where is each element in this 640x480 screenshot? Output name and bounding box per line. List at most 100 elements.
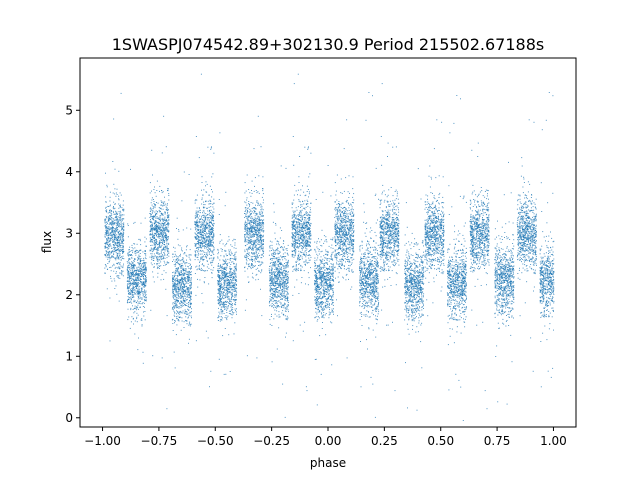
data-point bbox=[116, 247, 118, 249]
data-point bbox=[205, 237, 207, 239]
data-point bbox=[200, 232, 202, 234]
data-point bbox=[197, 236, 199, 238]
data-point bbox=[113, 220, 115, 222]
data-point bbox=[199, 218, 201, 220]
data-point bbox=[259, 243, 261, 245]
data-point bbox=[163, 230, 165, 232]
data-point bbox=[262, 248, 264, 250]
data-point bbox=[248, 234, 250, 236]
data-point bbox=[113, 270, 115, 272]
data-point bbox=[138, 257, 140, 259]
data-point bbox=[151, 241, 153, 243]
data-point bbox=[183, 279, 185, 281]
data-point bbox=[161, 252, 162, 254]
data-point bbox=[177, 267, 179, 269]
data-point bbox=[222, 302, 224, 303]
data-point bbox=[198, 268, 200, 270]
data-point bbox=[261, 247, 263, 249]
data-point bbox=[224, 283, 225, 285]
data-point bbox=[123, 210, 125, 212]
data-point bbox=[144, 257, 146, 259]
data-point bbox=[255, 225, 257, 227]
data-point bbox=[181, 281, 183, 283]
data-point bbox=[130, 293, 131, 295]
data-point bbox=[222, 335, 224, 337]
data-point bbox=[166, 245, 168, 247]
data-point bbox=[164, 201, 166, 203]
data-point bbox=[246, 260, 248, 262]
data-point bbox=[174, 265, 176, 267]
data-point bbox=[230, 283, 232, 285]
data-point bbox=[158, 259, 160, 261]
data-point bbox=[234, 242, 236, 244]
data-point bbox=[140, 244, 142, 246]
data-point bbox=[233, 289, 235, 291]
data-point bbox=[230, 264, 232, 265]
data-point bbox=[229, 269, 231, 271]
data-point bbox=[179, 265, 181, 267]
data-point bbox=[207, 236, 209, 238]
data-point bbox=[111, 237, 113, 239]
data-point bbox=[131, 267, 133, 268]
data-point bbox=[144, 217, 146, 219]
data-point bbox=[116, 275, 118, 277]
data-point bbox=[199, 209, 201, 211]
data-point bbox=[212, 211, 214, 213]
data-point bbox=[119, 240, 120, 242]
data-point bbox=[225, 284, 227, 286]
data-point bbox=[118, 242, 120, 244]
data-point bbox=[204, 252, 206, 254]
data-point bbox=[177, 319, 179, 320]
data-point bbox=[271, 274, 273, 275]
data-point bbox=[157, 249, 158, 251]
data-point bbox=[161, 259, 163, 260]
data-point bbox=[280, 255, 282, 257]
data-point bbox=[217, 275, 219, 277]
data-point bbox=[244, 231, 246, 232]
data-point bbox=[168, 215, 170, 217]
data-point bbox=[255, 251, 257, 253]
data-point bbox=[224, 268, 226, 270]
data-point bbox=[172, 279, 174, 281]
data-point bbox=[196, 207, 198, 209]
data-point bbox=[108, 248, 110, 250]
data-point bbox=[208, 248, 210, 250]
data-point bbox=[198, 211, 200, 213]
data-point bbox=[159, 242, 161, 244]
data-point bbox=[263, 230, 265, 232]
data-point bbox=[153, 222, 155, 224]
data-point bbox=[108, 216, 109, 218]
data-point bbox=[155, 233, 156, 235]
data-point bbox=[127, 271, 129, 272]
data-point bbox=[119, 248, 121, 250]
data-point bbox=[137, 269, 139, 271]
data-point bbox=[195, 340, 197, 342]
data-point bbox=[121, 249, 122, 251]
data-point bbox=[152, 215, 154, 217]
data-point bbox=[179, 260, 181, 262]
data-point bbox=[150, 234, 152, 236]
data-point bbox=[145, 296, 147, 298]
data-point bbox=[186, 294, 188, 296]
data-point bbox=[232, 299, 234, 301]
data-point bbox=[175, 287, 177, 289]
data-point bbox=[156, 231, 158, 233]
data-point bbox=[120, 265, 122, 267]
data-point bbox=[212, 230, 214, 232]
data-point bbox=[244, 255, 246, 257]
data-point bbox=[234, 258, 236, 260]
data-point bbox=[142, 269, 144, 271]
data-point bbox=[258, 232, 260, 234]
data-point bbox=[159, 229, 161, 231]
data-point bbox=[218, 291, 220, 293]
data-point bbox=[121, 229, 123, 231]
data-point bbox=[221, 250, 223, 252]
data-point bbox=[155, 228, 157, 229]
data-point bbox=[235, 302, 237, 303]
data-point bbox=[229, 254, 231, 256]
data-point bbox=[206, 260, 208, 262]
data-point bbox=[139, 300, 141, 302]
data-point bbox=[160, 249, 162, 251]
data-point bbox=[250, 202, 252, 203]
data-point bbox=[197, 259, 199, 261]
